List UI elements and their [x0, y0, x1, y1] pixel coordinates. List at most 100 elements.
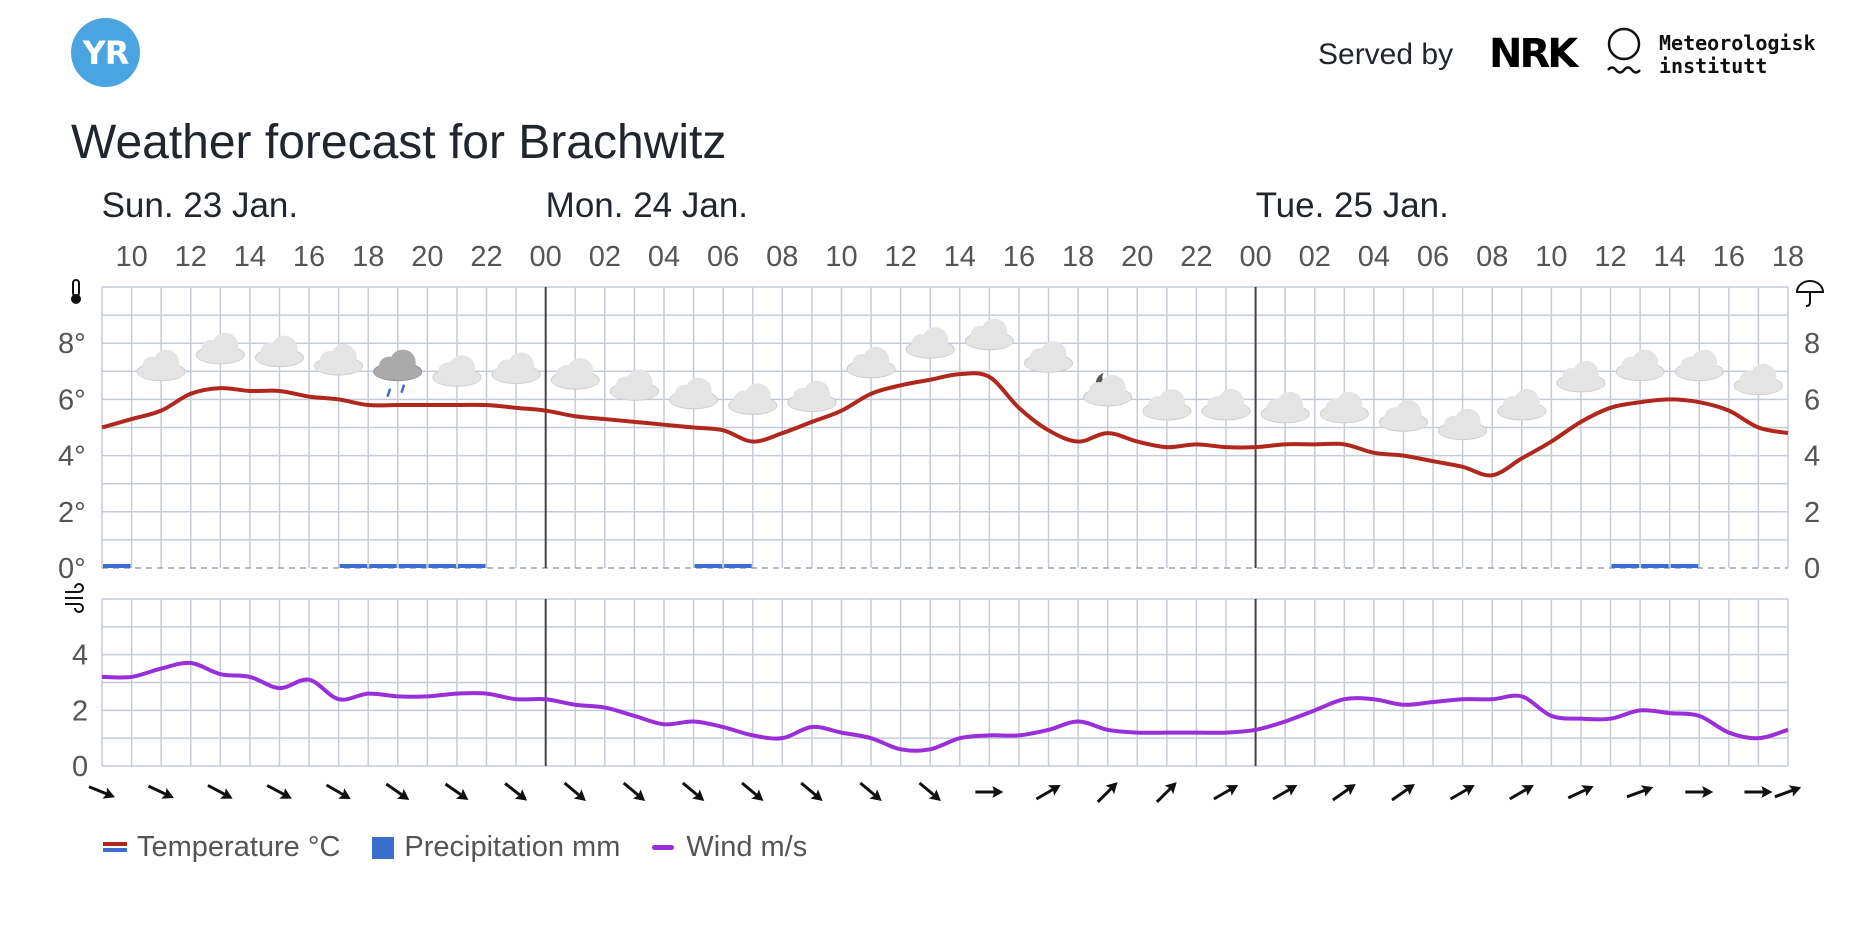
temp-y-label-left: 2° [58, 497, 86, 529]
forecast-chart: Sun. 23 Jan. Mon. 24 Jan. Tue. 25 Jan. 10 1… [58, 186, 1825, 803]
cloudy-icon [195, 332, 245, 365]
legend-wind[interactable]: Wind m/s [652, 831, 807, 864]
wind-arrow-icon [147, 784, 174, 799]
hour-tick-label: 00 [530, 241, 562, 273]
wind-arrow-icon [1449, 785, 1475, 801]
wind-arrow-icon [975, 786, 1004, 798]
temp-y-label-left: 6° [58, 384, 86, 416]
legend-precipitation[interactable]: Precipitation mm [372, 831, 620, 864]
cloud-shape [848, 364, 895, 377]
cloudy-icon [1260, 391, 1310, 424]
cloud-shape [256, 353, 303, 366]
temp-y-label-left: 0° [58, 553, 86, 585]
wind-y-label: 0 [72, 751, 88, 783]
hour-tick-label: 12 [884, 241, 916, 273]
precipitation-bar [369, 564, 397, 568]
cloudy-icon [905, 327, 955, 359]
precipitation-bar [339, 564, 368, 568]
hour-tick-label: 10 [825, 241, 857, 273]
met-institute-icon [1607, 27, 1641, 74]
precipitation-bar [1611, 564, 1640, 568]
cloudy-icon [1201, 389, 1251, 421]
wind-line [101, 660, 1789, 753]
cloud-shape [374, 367, 421, 380]
cloudy-icon [1142, 389, 1192, 421]
cloudy-icon [136, 349, 186, 382]
arrow-head [338, 788, 351, 799]
wind-arrow-icon [1213, 785, 1239, 801]
yr-logo[interactable]: YR [71, 18, 140, 87]
temperature-line [101, 371, 1789, 478]
hour-tick-label: 10 [1535, 241, 1567, 273]
cloud-shape [1025, 359, 1072, 372]
thermometer-icon [71, 279, 81, 304]
temp-y-label-left: 8° [58, 328, 86, 360]
arrow-head [1788, 785, 1802, 797]
wind-arrow-icon [918, 781, 941, 801]
cloudy-night-icon [1083, 372, 1133, 407]
wind-arrow-icon [1096, 782, 1118, 803]
cloudy-icon [1733, 363, 1783, 396]
cloud-shape [611, 387, 658, 400]
wind-arrow-icon [1035, 785, 1061, 801]
cloud-shape [1676, 367, 1723, 380]
precip-y-label-right: 0 [1804, 553, 1820, 585]
wind-arrow-icon [1508, 785, 1534, 801]
wind-swatch [652, 845, 675, 850]
cloudy-icon [964, 318, 1014, 351]
temperature-swatch [103, 841, 127, 854]
cloudy-icon [609, 369, 659, 401]
wind-arrow-icon [1626, 785, 1654, 799]
arrow-head [1640, 785, 1654, 797]
cloud-shape [788, 398, 835, 411]
legend-temperature[interactable]: Temperature °C [103, 831, 340, 864]
cloud-shape [1084, 392, 1131, 405]
served-by-label: Served by [1318, 38, 1454, 71]
hour-tick-label: 18 [352, 241, 384, 273]
wind-y-label: 4 [72, 640, 88, 672]
precipitation-bar [103, 564, 131, 568]
wind-arrow-icon [622, 781, 646, 801]
hour-tick-label: 12 [1594, 241, 1626, 273]
arrow-head [810, 789, 823, 801]
cloud-shape [1203, 407, 1249, 420]
thermo-tube [72, 279, 80, 297]
wind-lines [65, 583, 84, 613]
wind-grid [101, 598, 1789, 767]
cloud-shape [197, 350, 244, 363]
arrow-head [1702, 786, 1714, 798]
cloudy-icon [254, 335, 304, 368]
cloud-shape [493, 370, 540, 383]
arrow-head [279, 788, 292, 799]
wind-arrow-icon [563, 781, 586, 801]
umbrella-icon [1795, 280, 1825, 307]
hour-tick-label: 16 [1003, 241, 1035, 273]
nrk-logo[interactable]: NRK [1489, 31, 1578, 77]
wind-series [101, 660, 1789, 753]
cloud-shape [966, 336, 1013, 349]
arrow-head [1225, 785, 1239, 796]
hour-tick-label: 16 [293, 241, 325, 273]
arrow-head [928, 789, 941, 801]
precip-y-label-right: 8 [1804, 328, 1820, 360]
wind-arrow-icon [1774, 785, 1802, 799]
cloud-shape [670, 395, 717, 408]
arrow-head [692, 789, 705, 801]
cloudy-icon [550, 358, 600, 390]
day-label: Tue. 25 Jan. [1256, 186, 1449, 225]
cloudy-icon [669, 377, 719, 410]
wind-arrow-icon [1272, 785, 1298, 801]
page-title: Weather forecast for Brachwitz [71, 116, 727, 169]
met-institute-logo[interactable]: Meteorologisk institutt [1659, 31, 1816, 78]
axis-icons [65, 279, 1825, 613]
arrow-head [1343, 783, 1356, 796]
wind-arrow-icon [266, 784, 292, 799]
wind-arrow-icon [741, 781, 764, 801]
hour-tick-label: 14 [944, 241, 976, 273]
y-axis-labels: 0° 0 2° 2 4° 4 6° 6 8° 8 0 2 4 [58, 328, 1820, 783]
arrow-head [161, 787, 174, 799]
hour-tick-label: 18 [1062, 241, 1094, 273]
hour-labels: 10 12 14 16 18 20 22 00 02 04 06 08 10 12 14 16 18 20 22 00… [115, 241, 1804, 273]
hour-tick-label: 22 [470, 241, 502, 273]
arrow-head [751, 789, 764, 801]
